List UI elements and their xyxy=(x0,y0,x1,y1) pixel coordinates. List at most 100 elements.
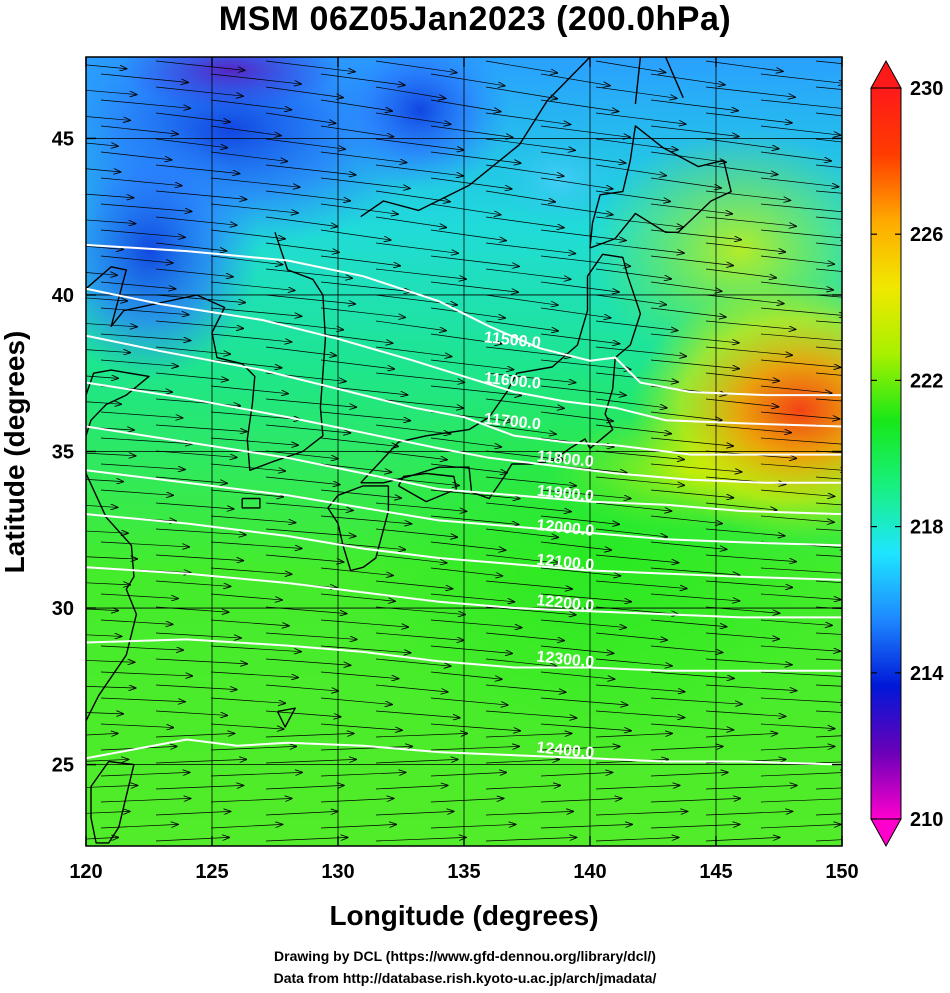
wind-vector xyxy=(375,759,458,764)
y-tick-label: 45 xyxy=(52,128,74,150)
wind-vector xyxy=(595,528,667,537)
colorbar-tick-label: 214 xyxy=(910,663,944,685)
wind-vector xyxy=(375,684,448,692)
wind-vector xyxy=(155,733,235,738)
wind-vector xyxy=(705,502,777,510)
wind-vector xyxy=(485,60,558,73)
wind-vector xyxy=(540,489,631,499)
wind-vector xyxy=(705,658,792,665)
wind-vector xyxy=(155,759,247,764)
wind-vector xyxy=(540,281,619,292)
wind-vector xyxy=(155,112,230,122)
wind-vector xyxy=(705,528,785,536)
wind-vector xyxy=(375,372,465,382)
colorbar-tick-label: 210 xyxy=(910,809,943,831)
wind-vector xyxy=(595,684,685,692)
height-contour xyxy=(86,243,842,397)
wind-vector xyxy=(540,333,620,344)
wind-vector xyxy=(705,86,795,97)
wind-vector xyxy=(86,323,137,327)
wind-vector xyxy=(760,515,834,522)
wind-vector xyxy=(155,216,237,225)
wind-vector xyxy=(265,837,348,842)
wind-vector xyxy=(155,164,240,174)
wind-vector xyxy=(705,268,777,278)
wind-vector xyxy=(650,593,740,601)
height-contour xyxy=(86,425,842,516)
wind-vector xyxy=(210,151,288,161)
wind-vector xyxy=(485,294,558,305)
wind-vector xyxy=(430,619,522,628)
wind-vector xyxy=(320,333,393,343)
x-tick-label: 145 xyxy=(699,861,732,883)
wind-vector xyxy=(815,839,842,842)
wind-vector xyxy=(210,385,289,394)
wind-vector xyxy=(320,99,392,111)
wind-vector xyxy=(431,850,523,854)
wind-vector xyxy=(100,463,185,470)
wind-vector xyxy=(155,60,245,70)
wind-vector xyxy=(761,850,833,854)
wind-vector xyxy=(375,837,466,842)
wind-vector xyxy=(595,785,680,790)
wind-vector xyxy=(595,346,687,356)
wind-vector xyxy=(321,850,409,854)
wind-vector xyxy=(815,502,842,506)
wind-vector xyxy=(595,450,684,460)
wind-vector xyxy=(155,811,231,816)
colorbar-tick-label: 218 xyxy=(910,517,943,539)
wind-vector xyxy=(815,164,842,168)
wind-vector xyxy=(705,216,796,226)
wind-vector xyxy=(86,269,117,275)
height-contour xyxy=(86,334,842,456)
wind-vector xyxy=(815,190,842,194)
wind-vector xyxy=(815,86,842,90)
wind-vector xyxy=(210,697,286,703)
contour-label: 11900.0 xyxy=(536,483,595,506)
wind-vector xyxy=(540,746,620,751)
y-tick-label: 25 xyxy=(52,755,74,777)
wind-vector xyxy=(595,372,679,382)
y-axis-ticks: 25 30 35 40 45 xyxy=(52,128,842,777)
wind-vector xyxy=(760,798,842,803)
wind-vector xyxy=(705,580,793,587)
coastline xyxy=(360,57,591,218)
wind-vector xyxy=(320,515,412,524)
wind-vector xyxy=(650,151,726,162)
wind-vector xyxy=(100,671,193,676)
wind-vector xyxy=(815,476,842,480)
wind-vector xyxy=(86,607,119,611)
wind-vector xyxy=(430,281,519,292)
wind-vector xyxy=(760,437,842,445)
wind-vector xyxy=(210,281,295,290)
wind-vector xyxy=(210,746,297,751)
wind-vector xyxy=(540,723,631,731)
wind-vector xyxy=(86,373,119,378)
wind-vector xyxy=(540,619,626,628)
wind-vector xyxy=(210,798,292,803)
wind-vector xyxy=(210,437,299,445)
wind-vector xyxy=(485,138,575,150)
wind-vector xyxy=(485,320,559,331)
wind-vector xyxy=(815,735,842,738)
wind-vector xyxy=(265,112,336,123)
coastline xyxy=(241,497,261,509)
wind-vector xyxy=(320,463,392,472)
wind-vector xyxy=(210,255,283,265)
coastline xyxy=(664,57,684,98)
wind-vector xyxy=(760,359,841,367)
wind-vector xyxy=(705,112,792,123)
contour-label: 12400.0 xyxy=(536,739,595,762)
wind-vector xyxy=(705,164,778,175)
wind-vector xyxy=(320,697,392,704)
wind-vector xyxy=(650,359,740,369)
wind-vector xyxy=(430,541,506,550)
wind-vector xyxy=(540,359,631,370)
coastline xyxy=(86,369,150,437)
wind-vector xyxy=(430,772,507,777)
wind-vector xyxy=(595,658,672,666)
wind-vector xyxy=(540,593,632,602)
wind-vector xyxy=(375,268,466,279)
wind-vector xyxy=(210,333,292,342)
wind-vector xyxy=(320,798,394,803)
